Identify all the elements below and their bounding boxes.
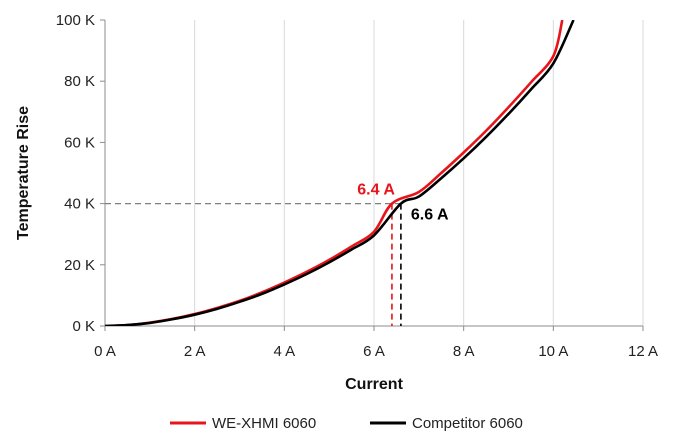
y-tick-label: 20 K <box>64 257 95 274</box>
series-line-competitor-6060 <box>105 20 575 326</box>
y-tick-label: 0 K <box>72 318 95 335</box>
x-tick-label: 0 A <box>94 343 116 360</box>
x-axis-title: Current <box>345 376 403 393</box>
legend-label: WE-XHMI 6060 <box>212 415 316 432</box>
x-tick-label: 2 A <box>184 343 206 360</box>
annotation-label: 6.4 A <box>357 182 395 199</box>
y-tick-label: 100 K <box>56 12 95 29</box>
y-axis-title: Temperature Rise <box>15 106 32 240</box>
x-tick-label: 8 A <box>453 343 475 360</box>
x-tick-label: 4 A <box>273 343 295 360</box>
annotation-label: 6.6 A <box>411 207 449 224</box>
y-tick-label: 40 K <box>64 196 95 213</box>
y-tick-label: 60 K <box>64 134 95 151</box>
x-tick-label: 12 A <box>628 343 658 360</box>
x-tick-label: 6 A <box>363 343 385 360</box>
x-tick-label: 10 A <box>538 343 568 360</box>
series-line-we-xhmi-6060 <box>105 20 564 326</box>
y-tick-label: 80 K <box>64 73 95 90</box>
legend-label: Competitor 6060 <box>412 415 523 432</box>
